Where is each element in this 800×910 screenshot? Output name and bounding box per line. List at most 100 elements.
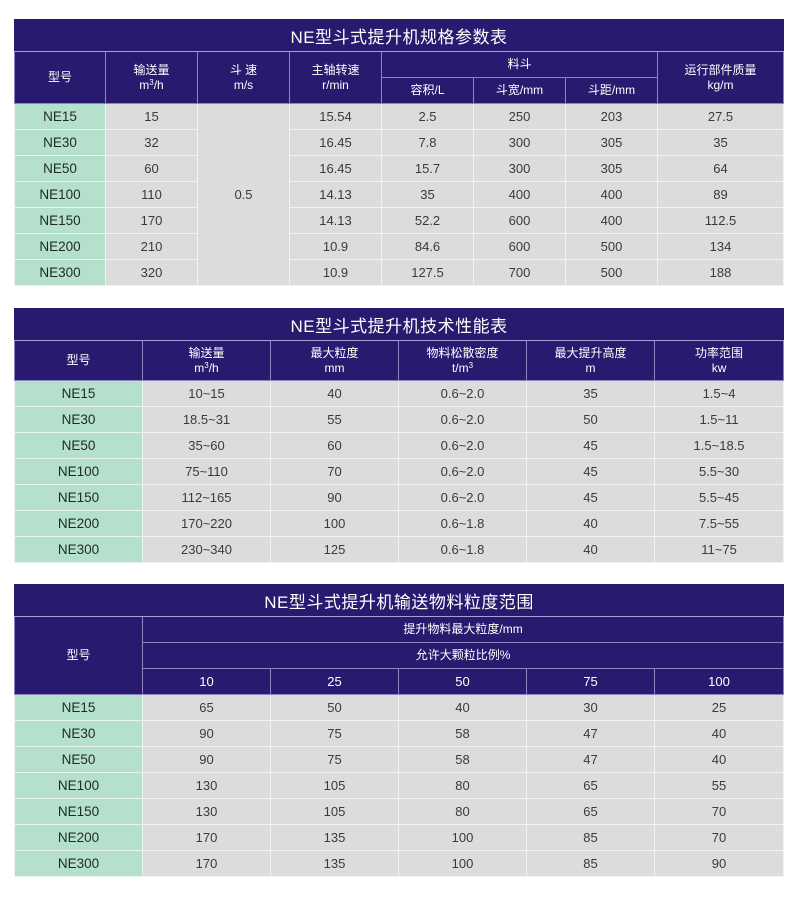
capacity-cell: 170: [105, 207, 198, 234]
table-title: NE型斗式提升机输送物料粒度范围: [13, 584, 785, 617]
model-cell: NE30: [14, 720, 143, 747]
table-row: NE300 230~340 125 0.6~1.8 40 11~75: [14, 536, 785, 563]
width-cell: 250: [473, 103, 566, 130]
table-row: NE50 90 75 58 47 40: [14, 746, 785, 773]
capacity-cell: 210: [105, 233, 198, 260]
shaft-cell: 14.13: [289, 181, 382, 208]
model-cell: NE100: [14, 181, 106, 208]
density-cell: 0.6~2.0: [398, 406, 527, 433]
volume-cell: 84.6: [381, 233, 474, 260]
mass-cell: 27.5: [657, 103, 784, 130]
power-cell: 1.5~18.5: [653, 432, 785, 459]
table-row: NE30 90 75 58 47 40: [14, 720, 785, 747]
width-cell: 400: [473, 181, 566, 208]
header-ratio: 50: [398, 668, 527, 695]
value-cell: 80: [398, 772, 527, 799]
value-cell: 30: [526, 694, 655, 721]
mass-cell: 35: [657, 129, 784, 156]
header-ratio: 25: [270, 668, 399, 695]
volume-cell: 2.5: [381, 103, 474, 130]
value-cell: 40: [653, 720, 785, 747]
table-row: NE50 60 16.45 15.7 300 305 64: [14, 155, 784, 182]
shaft-cell: 16.45: [289, 129, 382, 156]
value-cell: 75: [270, 720, 399, 747]
spec-parameters-table: NE型斗式提升机规格参数表 型号 输送量 m3/h 斗 速 m/s 主轴转速 r/m…: [14, 19, 784, 286]
shaft-cell: 14.13: [289, 207, 382, 234]
volume-cell: 35: [381, 181, 474, 208]
density-cell: 0.6~1.8: [398, 510, 527, 537]
header-allowed-ratio: 允许大颗粒比例%: [141, 642, 785, 669]
material-granularity-table: NE型斗式提升机输送物料粒度范围 型号 提升物料最大粒度/mm 允许大颗粒比例%…: [13, 584, 785, 877]
table-row: NE200 170~220 100 0.6~1.8 40 7.5~55: [14, 510, 785, 537]
header-model: 型号: [14, 340, 143, 381]
table-row: NE200 210 10.9 84.6 600 500 134: [14, 233, 784, 260]
table-title: NE型斗式提升机技术性能表: [13, 308, 785, 341]
shaft-cell: 15.54: [289, 103, 382, 130]
model-cell: NE200: [14, 824, 143, 851]
table-row: NE300 320 10.9 127.5 700 500 188: [14, 259, 784, 286]
header-power-range: 功率范围 kw: [653, 340, 785, 381]
header-bucket-speed: 斗 速 m/s: [197, 51, 290, 104]
granularity-cell: 70: [270, 458, 399, 485]
value-cell: 58: [398, 746, 527, 773]
capacity-cell: 75~110: [142, 458, 271, 485]
table-row: NE30 18.5~31 55 0.6~2.0 50 1.5~11: [14, 406, 785, 433]
capacity-cell: 110: [105, 181, 198, 208]
value-cell: 47: [526, 746, 655, 773]
power-cell: 11~75: [653, 536, 785, 563]
capacity-cell: 35~60: [142, 432, 271, 459]
density-cell: 0.6~2.0: [398, 484, 527, 511]
capacity-cell: 230~340: [142, 536, 271, 563]
value-cell: 55: [653, 772, 785, 799]
capacity-cell: 10~15: [142, 380, 271, 407]
table-row: NE200 170 135 100 85 70: [14, 824, 785, 851]
capacity-cell: 170~220: [142, 510, 271, 537]
mass-cell: 188: [657, 259, 784, 286]
value-cell: 105: [270, 798, 399, 825]
height-cell: 45: [526, 432, 655, 459]
pitch-cell: 305: [565, 155, 658, 182]
shaft-cell: 10.9: [289, 259, 382, 286]
value-cell: 80: [398, 798, 527, 825]
header-model: 型号: [14, 51, 106, 104]
capacity-cell: 320: [105, 259, 198, 286]
header-bulk-density: 物料松散密度 t/m3: [398, 340, 527, 381]
model-cell: NE50: [14, 155, 106, 182]
model-cell: NE15: [14, 380, 143, 407]
model-cell: NE150: [14, 798, 143, 825]
height-cell: 45: [526, 484, 655, 511]
header-bucket-group: 料斗: [381, 51, 658, 78]
header-model: 型号: [14, 616, 143, 695]
granularity-cell: 60: [270, 432, 399, 459]
model-cell: NE300: [14, 536, 143, 563]
shaft-cell: 16.45: [289, 155, 382, 182]
value-cell: 90: [653, 850, 785, 877]
model-cell: NE15: [14, 694, 143, 721]
value-cell: 65: [526, 798, 655, 825]
value-cell: 90: [142, 746, 271, 773]
granularity-cell: 100: [270, 510, 399, 537]
table-row: NE15 15 0.5 15.54 2.5 250 203 27.5: [14, 103, 784, 286]
width-cell: 300: [473, 129, 566, 156]
granularity-cell: 40: [270, 380, 399, 407]
value-cell: 170: [142, 850, 271, 877]
table-row: NE150 112~165 90 0.6~2.0 45 5.5~45: [14, 484, 785, 511]
value-cell: 135: [270, 824, 399, 851]
value-cell: 40: [398, 694, 527, 721]
width-cell: 600: [473, 233, 566, 260]
header-max-lift-height: 最大提升高度 m: [526, 340, 655, 381]
pitch-cell: 500: [565, 259, 658, 286]
value-cell: 90: [142, 720, 271, 747]
model-cell: NE100: [14, 458, 143, 485]
height-cell: 40: [526, 510, 655, 537]
header-ratio: 75: [526, 668, 655, 695]
value-cell: 100: [398, 824, 527, 851]
header-bucket-volume: 容积/L: [381, 77, 474, 104]
value-cell: 40: [653, 746, 785, 773]
model-cell: NE30: [14, 406, 143, 433]
table-row: NE30 32 16.45 7.8 300 305 35: [14, 129, 784, 156]
mass-cell: 64: [657, 155, 784, 182]
capacity-cell: 15: [105, 103, 198, 130]
model-cell: NE150: [14, 484, 143, 511]
capacity-cell: 112~165: [142, 484, 271, 511]
